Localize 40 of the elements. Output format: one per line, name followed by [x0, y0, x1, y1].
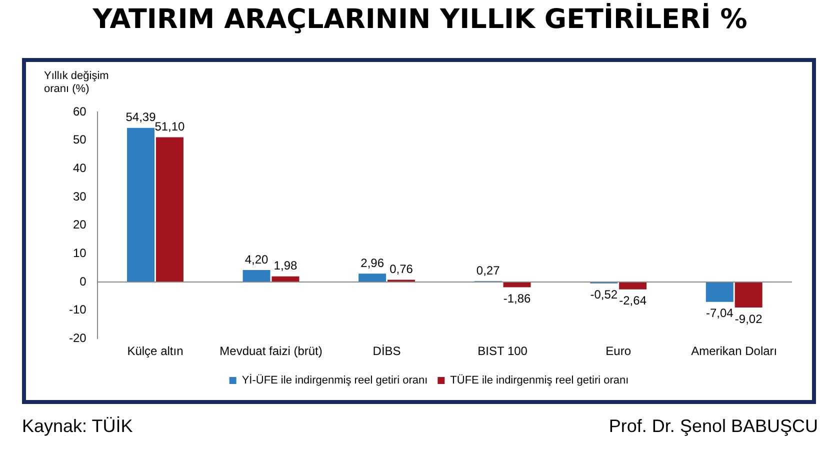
text: Kaynak: TÜİK	[22, 416, 133, 437]
bar	[127, 128, 155, 282]
y-axis-title: Yıllık değişim oranı (%)	[44, 70, 110, 96]
y-tick-label: 0	[80, 274, 87, 288]
data-label: 51,10	[154, 120, 186, 134]
data-label: -9,02	[734, 312, 763, 326]
data-label: 1,98	[274, 258, 298, 273]
data-label: -7,04	[706, 306, 734, 320]
text: Prof. Dr. Şenol BABUŞCU	[608, 416, 818, 437]
data-label: 4,20	[244, 252, 269, 266]
y-tick-label: 60	[72, 104, 87, 118]
x-tick-label: Euro	[606, 344, 632, 358]
bar	[358, 274, 386, 282]
data-label: -0,52	[590, 288, 618, 302]
x-tick-label: Mevduat faizi (brüt)	[220, 344, 322, 358]
data-label: 54,39	[126, 110, 156, 124]
legend-label: Yİ-ÜFE ile indirgenmiş reel getiri oranı	[242, 374, 428, 387]
legend-label: TÜFE ile indirgenmiş reel getiri oranı	[450, 374, 629, 387]
chart-title: YATIRIM ARAÇLARININ YILLIK GETİRİLERİ %	[92, 4, 748, 35]
y-tick-label: 40	[72, 160, 87, 175]
y-tick-label: -20	[69, 330, 87, 345]
data-label: 0,76	[390, 262, 414, 276]
data-label: -2,64	[619, 294, 647, 308]
data-label: 2,96	[360, 256, 384, 270]
y-tick-label: 50	[72, 132, 87, 147]
data-label: 0,27	[476, 264, 500, 278]
y-tick-label: 20	[72, 218, 87, 232]
x-tick-label: Amerikan Doları	[691, 344, 778, 358]
bar	[734, 282, 762, 308]
bar	[706, 282, 734, 302]
y-tick-label: -10	[69, 302, 87, 317]
x-tick-label: DİBS	[372, 344, 401, 358]
y-tick-label: 10	[72, 246, 87, 260]
y-tick-label: 30	[72, 189, 87, 204]
bar	[156, 137, 184, 282]
bar	[619, 282, 647, 290]
data-label: -1,86	[503, 292, 532, 306]
x-tick-label: BIST 100	[478, 344, 528, 358]
bar	[242, 270, 270, 282]
x-tick-label: Külçe altın	[127, 344, 184, 358]
